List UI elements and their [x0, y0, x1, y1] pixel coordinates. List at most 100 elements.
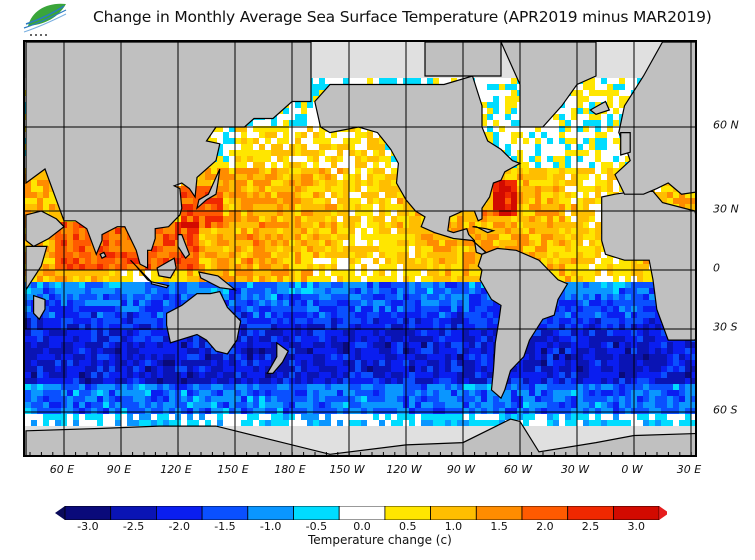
sst-cell — [499, 66, 505, 72]
sst-cell — [475, 288, 481, 294]
sst-cell — [481, 240, 487, 246]
sst-cell — [559, 138, 565, 144]
sst-cell — [355, 168, 361, 174]
sst-cell — [445, 78, 451, 84]
sst-cell — [277, 258, 283, 264]
sst-change-map — [23, 40, 697, 457]
sst-cell — [295, 150, 301, 156]
sst-cell — [355, 216, 361, 222]
sst-cell — [505, 138, 511, 144]
sst-cell — [325, 282, 331, 288]
sst-cell — [205, 252, 211, 258]
sst-cell — [529, 162, 535, 168]
sst-cell — [277, 288, 283, 294]
sst-cell — [553, 252, 559, 258]
sst-cell — [409, 72, 415, 78]
sst-cell — [601, 72, 607, 78]
sst-cell — [535, 162, 541, 168]
sst-cell — [325, 276, 331, 282]
sst-cell — [193, 204, 199, 210]
sst-cell — [283, 222, 289, 228]
sst-cell — [583, 108, 589, 114]
sst-cell — [541, 150, 547, 156]
sst-cell — [379, 174, 385, 180]
sst-cell — [409, 60, 415, 66]
sst-cell — [229, 288, 235, 294]
sst-cell — [67, 276, 73, 282]
sst-cell — [73, 294, 79, 300]
sst-cell — [559, 270, 565, 276]
sst-cell — [571, 120, 577, 126]
sst-cell — [571, 264, 577, 270]
sst-cell — [463, 300, 469, 306]
sst-cell — [241, 288, 247, 294]
sst-cell — [511, 114, 517, 120]
sst-cell — [571, 168, 577, 174]
sst-cell — [433, 288, 439, 294]
sst-cell — [499, 78, 505, 84]
sst-cell — [481, 96, 487, 102]
sst-cell — [241, 138, 247, 144]
sst-cell — [247, 288, 253, 294]
sst-cell — [127, 276, 133, 282]
sst-cell — [337, 282, 343, 288]
sst-cell — [361, 234, 367, 240]
sst-cell — [535, 216, 541, 222]
sst-cell — [205, 186, 211, 192]
sst-cell — [637, 54, 643, 60]
sst-cell — [487, 132, 493, 138]
sst-cell — [379, 54, 385, 60]
sst-cell — [43, 258, 49, 264]
sst-cell — [313, 174, 319, 180]
sst-cell — [355, 48, 361, 54]
sst-cell — [373, 54, 379, 60]
sst-cell — [505, 168, 511, 174]
sst-cell — [523, 198, 529, 204]
sst-cell — [601, 288, 607, 294]
sst-cell — [397, 48, 403, 54]
sst-cell — [433, 270, 439, 276]
sst-cell — [373, 204, 379, 210]
sst-cell — [409, 270, 415, 276]
sst-cell — [295, 288, 301, 294]
sst-cell — [319, 246, 325, 252]
sst-cell — [313, 138, 319, 144]
sst-cell — [25, 300, 31, 306]
sst-cell — [535, 234, 541, 240]
sst-cell — [307, 132, 313, 138]
sst-cell — [463, 258, 469, 264]
sst-cell — [343, 300, 349, 306]
sst-cell — [217, 210, 223, 216]
sst-cell — [505, 72, 511, 78]
sst-cell — [559, 108, 565, 114]
sst-cell — [181, 222, 187, 228]
sst-cell — [583, 114, 589, 120]
sst-cell — [361, 150, 367, 156]
sst-cell — [523, 132, 529, 138]
sst-cell — [295, 132, 301, 138]
sst-cell — [325, 150, 331, 156]
sst-cell — [535, 174, 541, 180]
sst-cell — [499, 60, 505, 66]
sst-cell — [319, 252, 325, 258]
sst-cell — [91, 258, 97, 264]
sst-cell — [397, 72, 403, 78]
sst-cell — [547, 162, 553, 168]
sst-cell — [277, 264, 283, 270]
sst-cell — [493, 132, 499, 138]
sst-cell — [373, 228, 379, 234]
sst-cell — [451, 246, 457, 252]
sst-cell — [355, 222, 361, 228]
sst-cell — [391, 180, 397, 186]
sst-cell — [535, 138, 541, 144]
sst-cell — [313, 282, 319, 288]
sst-cell — [595, 42, 601, 48]
sst-cell — [355, 264, 361, 270]
sst-cell — [589, 228, 595, 234]
sst-cell — [229, 150, 235, 156]
sst-cell — [295, 264, 301, 270]
sst-cell — [259, 234, 265, 240]
sst-cell — [463, 282, 469, 288]
sst-cell — [589, 132, 595, 138]
sst-cell — [583, 138, 589, 144]
